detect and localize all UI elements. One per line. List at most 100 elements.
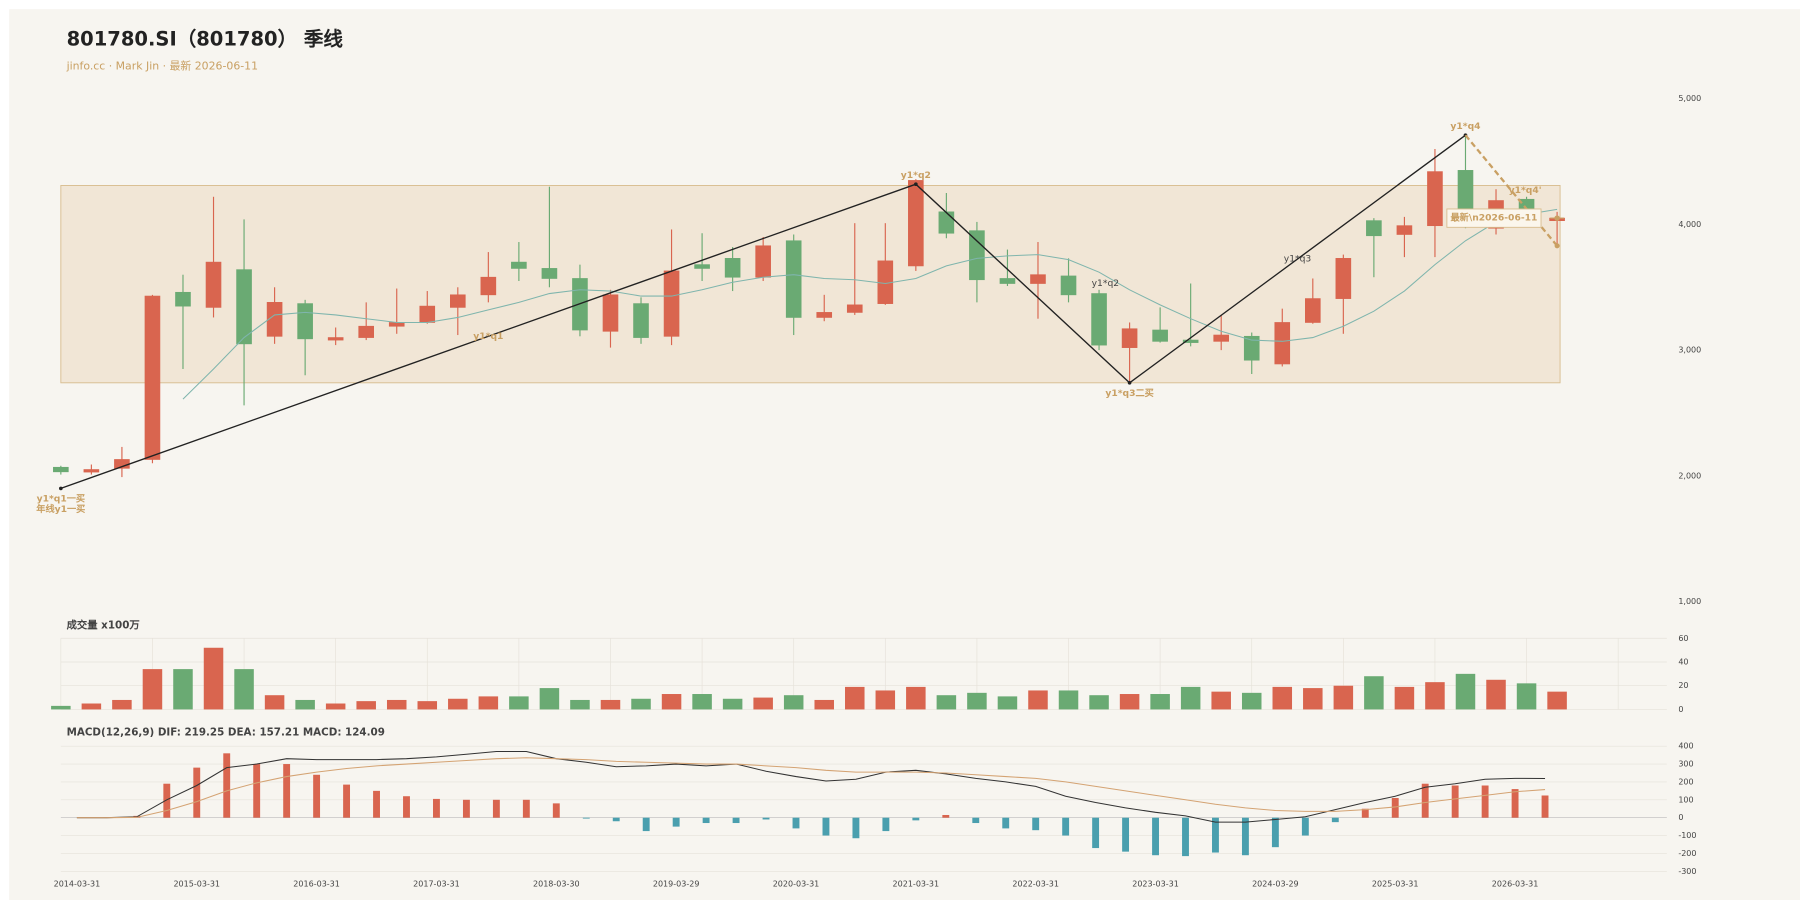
candle-body: [1182, 339, 1199, 343]
macd-bar: [313, 774, 321, 818]
volume-bar: [631, 698, 651, 710]
background: [9, 9, 1800, 900]
macd-bar: [1511, 789, 1519, 818]
candle-body: [694, 264, 710, 269]
macd-bar: [702, 817, 710, 824]
macd-bar: [822, 817, 830, 836]
candle-body: [633, 303, 649, 338]
pivot-label-line: y1*q3二买: [1105, 388, 1153, 399]
x-tick-label: 2025-03-31: [1372, 879, 1419, 888]
volume-bar: [722, 698, 743, 710]
volume-bar: [845, 686, 865, 710]
volume-bar: [448, 698, 468, 710]
macd-bar: [462, 799, 470, 818]
volume-bar: [1394, 686, 1415, 710]
macd-bar: [1241, 817, 1249, 856]
range-zone: [60, 184, 1561, 384]
macd-bar: [582, 817, 590, 819]
y-tick-label: -200: [1678, 849, 1696, 858]
macd-bar: [1481, 785, 1489, 818]
volume-bar: [81, 703, 102, 710]
volume-bar: [142, 669, 163, 710]
volume-title: 成交量 x100万: [67, 619, 140, 632]
pivot-point: [1127, 380, 1132, 385]
pivot-label-line: y1*q4: [1450, 120, 1480, 131]
volume-bar: [1058, 690, 1079, 710]
macd-bar: [1271, 817, 1279, 848]
volume-bar: [1333, 685, 1354, 710]
volume-bar: [325, 703, 346, 710]
macd-bar: [1062, 817, 1070, 836]
macd-bar: [1391, 798, 1399, 818]
volume-bar: [539, 688, 560, 710]
y-tick-label: 40: [1678, 657, 1688, 666]
macd-bar: [253, 764, 261, 818]
macd-bar: [283, 764, 291, 818]
projection-line: [1464, 134, 1558, 247]
x-tick-label: 2020-03-31: [773, 879, 820, 888]
candle-body: [358, 325, 375, 338]
macd-bar: [792, 817, 800, 829]
pivot-point: [914, 182, 918, 187]
candle-body: [511, 261, 527, 269]
y-tick-label: 0: [1678, 705, 1683, 714]
pivot-label: y1*q1一买年线y1一买: [36, 493, 85, 514]
y-tick-label: 60: [1678, 634, 1688, 643]
macd-bar: [1092, 817, 1100, 849]
y-tick-label: 1,000: [1678, 597, 1701, 606]
segment-label: y1*q3: [1284, 253, 1312, 264]
volume-bar: [783, 695, 804, 710]
candle-body: [846, 304, 863, 313]
volume-bar: [906, 686, 926, 710]
macd-bar: [672, 817, 680, 827]
macd-bar: [1182, 817, 1189, 857]
candle-body: [236, 269, 252, 345]
candle-body: [1152, 329, 1168, 342]
zigzag-line: [60, 134, 1466, 490]
volume-bar: [173, 669, 193, 710]
candle-body: [999, 278, 1016, 284]
volume-bar: [1089, 695, 1109, 710]
macd-bar: [1152, 817, 1159, 856]
volume-bar: [51, 705, 71, 710]
volume-bar: [1241, 692, 1262, 710]
projection-label: y1*q4': [1509, 185, 1542, 196]
candle-body: [1366, 220, 1382, 237]
pivot-label-line: y1*q2: [901, 170, 931, 181]
candle-body: [1396, 225, 1413, 235]
macd-bar: [552, 803, 560, 818]
candle-body: [938, 211, 955, 234]
volume-bar: [997, 696, 1018, 710]
pivot-point: [59, 486, 63, 491]
candle-body: [83, 469, 100, 473]
macd-bar: [1212, 817, 1219, 853]
x-tick-label: 2017-03-31: [413, 879, 460, 888]
macd-bar: [732, 817, 740, 824]
x-tick-label: 2024-03-29: [1252, 879, 1299, 888]
volume-bar: [1486, 679, 1506, 710]
dea-line: [76, 757, 1546, 819]
moving-average: [182, 208, 1558, 400]
candle-body: [297, 303, 313, 340]
candle-body: [602, 294, 619, 332]
volume-bar: [203, 647, 224, 710]
volume-bar: [600, 699, 621, 710]
volume-bar: [112, 699, 132, 710]
macd-bar: [163, 783, 171, 818]
macd-bar: [223, 753, 231, 818]
x-tick-label: 2023-03-31: [1132, 879, 1179, 888]
volume-bar: [478, 696, 499, 710]
x-tick-label: 2022-03-31: [1012, 879, 1059, 888]
macd-bar: [1361, 808, 1369, 818]
candle-body: [1335, 258, 1352, 299]
macd-bar: [1122, 817, 1130, 852]
macd-bar: [642, 817, 650, 832]
volume-bar: [1150, 694, 1170, 710]
y-tick-label: -100: [1678, 831, 1696, 840]
macd-bar: [972, 817, 980, 824]
macd-bar: [193, 767, 201, 818]
x-tick-label: 2018-03-30: [533, 879, 580, 888]
candle-body: [266, 302, 283, 337]
volume-bar: [356, 701, 376, 710]
